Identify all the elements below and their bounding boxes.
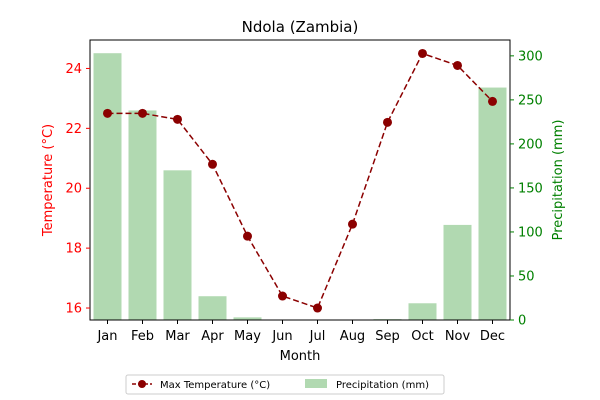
x-tick-label: Jun (271, 329, 292, 344)
x-axis-label: Month (280, 349, 321, 364)
precipitation-bar (198, 296, 227, 320)
x-tick-label: Jan (96, 329, 117, 344)
legend-bar-swatch (305, 379, 327, 388)
x-tick-label: Dec (480, 329, 505, 344)
temperature-point (208, 159, 217, 169)
y-right-tick-label: 50 (518, 269, 535, 284)
y-left-tick-label: 24 (65, 62, 82, 77)
x-tick-label: May (234, 329, 261, 344)
plot-frame (89, 39, 511, 321)
temperature-point (138, 108, 147, 118)
x-tick-label: Sep (375, 329, 400, 344)
y-right-axis-ticks: 0 50 100 150 200 250 300 (510, 49, 543, 329)
temperature-point (313, 303, 322, 313)
x-tick-label: Apr (201, 329, 224, 344)
temperature-line-path (107, 52, 494, 309)
y-right-tick-label: 200 (518, 137, 543, 152)
precipitation-bar (443, 224, 472, 320)
y-right-axis-label: Precipitation (mm) (551, 120, 566, 241)
x-axis-ticks: Jan Feb Mar Apr May Jun Jul Aug Sep Oct Nov Dec (96, 320, 505, 344)
x-tick-label: Jul (309, 329, 326, 344)
y-right-tick-label: 150 (518, 181, 543, 196)
y-left-axis-ticks: 16 18 20 22 24 (65, 62, 90, 317)
temperature-point (488, 96, 497, 106)
y-left-tick-label: 16 (65, 302, 82, 317)
precipitation-bar (233, 317, 262, 320)
x-tick-label: Nov (445, 329, 471, 344)
x-tick-label: Feb (131, 329, 154, 344)
y-left-tick-label: 22 (65, 122, 82, 137)
precipitation-bar (128, 110, 157, 321)
temperature-point (383, 117, 392, 127)
precipitation-bars (93, 53, 507, 321)
temperature-point (243, 231, 252, 241)
precipitation-bar (408, 303, 437, 320)
y-left-tick-label: 20 (65, 182, 82, 197)
legend-temperature-label: Max Temperature (°C) (160, 380, 270, 391)
temperature-point (278, 291, 287, 301)
chart-title: Ndola (Zambia) (242, 18, 359, 36)
precipitation-bar (163, 170, 192, 320)
legend: Max Temperature (°C) Precipitation (mm) (125, 374, 445, 395)
temperature-point (348, 219, 357, 229)
precipitation-bar (93, 53, 122, 320)
y-right-tick-label: 250 (518, 93, 543, 108)
x-tick-label: Aug (340, 329, 365, 344)
temperature-point (173, 114, 182, 124)
y-left-axis-label: Temperature (°C) (41, 124, 56, 237)
x-tick-label: Oct (411, 329, 433, 344)
temperature-point (103, 108, 112, 118)
temperature-point (418, 48, 427, 58)
precipitation-bar (478, 87, 507, 320)
y-right-tick-label: 300 (518, 49, 543, 64)
legend-line-marker (138, 380, 146, 388)
temperature-point (453, 60, 462, 70)
legend-box (125, 374, 445, 395)
temperature-line (103, 48, 497, 313)
y-right-tick-label: 0 (518, 314, 526, 329)
y-left-tick-label: 18 (65, 242, 82, 257)
legend-precipitation-label: Precipitation (mm) (336, 380, 429, 391)
y-right-tick-label: 100 (518, 225, 543, 240)
x-tick-label: Mar (165, 329, 190, 344)
